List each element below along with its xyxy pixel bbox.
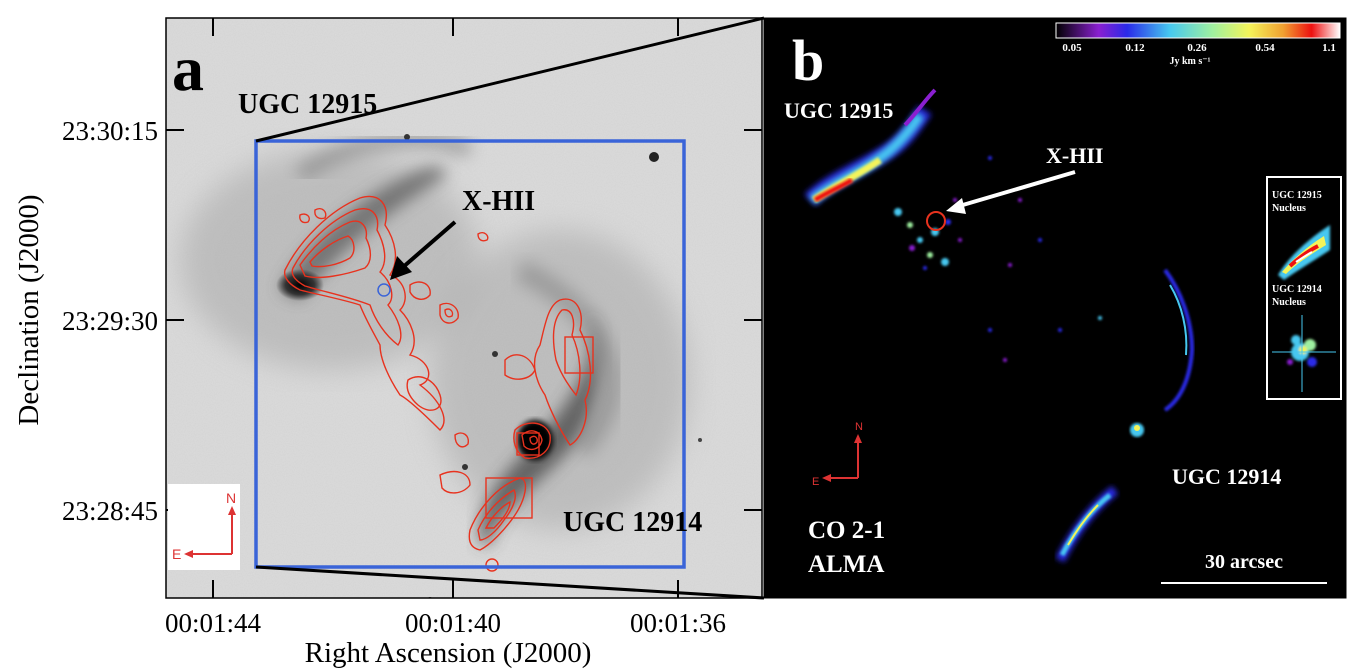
panel-b-xhii-arrow	[946, 170, 1076, 214]
inset-bottom-label-2: Nucleus	[1272, 297, 1306, 308]
panel-a-image	[166, 18, 762, 598]
panel-b-frame	[763, 17, 1347, 599]
panel-a-compass: N E	[168, 484, 240, 570]
panel-b-compass: N E	[812, 421, 863, 488]
zoom-lines	[255, 16, 765, 600]
y-tick-1: 23:30:15	[62, 116, 158, 146]
panel-b-xhii-label: X-HII	[1046, 143, 1103, 168]
colorbar-unit: Jy km s⁻¹	[1169, 56, 1210, 67]
x-tick-3: 00:01:36	[630, 608, 726, 638]
colorbar-tick-3: 0.26	[1187, 42, 1207, 54]
colorbar-tick-1: 0.05	[1062, 42, 1082, 54]
inset-bottom-label-1: UGC 12914	[1272, 284, 1322, 295]
x-tick-2: 00:01:40	[405, 608, 501, 638]
panel-b-ugc12915-label: UGC 12915	[784, 98, 893, 123]
colorbar: 0.05 0.12 0.26 0.54 1.1 Jy km s⁻¹	[1055, 22, 1341, 67]
panel-b-xhii-circle	[926, 211, 946, 231]
panel-a-xhii-arrow	[390, 220, 457, 280]
alma-footprint-box	[254, 139, 686, 569]
inset-top-label-2: Nucleus	[1272, 203, 1306, 214]
nucleus-inset: UGC 12915 Nucleus UGC 12914 Nucleus	[1266, 176, 1342, 400]
co-contours	[283, 195, 594, 572]
panel-a-frame	[165, 17, 763, 599]
panel-a-letter: a	[172, 33, 204, 104]
colorbar-tick-5: 1.1	[1322, 42, 1336, 54]
panel-a-east-label: E	[172, 546, 181, 562]
colorbar-tick-4: 0.54	[1255, 42, 1275, 54]
tracer-line-1: CO 2-1	[808, 517, 885, 544]
colorbar-tick-2: 0.12	[1125, 42, 1145, 54]
panel-b-image	[764, 18, 1346, 598]
y-tick-3: 23:28:45	[62, 496, 158, 526]
tracer-line-2: ALMA	[808, 551, 884, 578]
panel-b-east-label: E	[812, 476, 819, 488]
panel-a-north-label: N	[226, 490, 236, 506]
x-tick-1: 00:01:44	[165, 608, 262, 638]
y-axis-title: Declination (J2000)	[13, 194, 45, 425]
inset-top-label-1: UGC 12915	[1272, 190, 1322, 201]
panel-b-letter: b	[792, 28, 824, 93]
scalebar: 30 arcsec	[1161, 551, 1327, 584]
y-tick-2: 23:29:30	[62, 306, 158, 336]
x-axis-title: Right Ascension (J2000)	[305, 637, 592, 669]
panel-a-ticks	[166, 18, 762, 598]
panel-b-north-label: N	[855, 421, 863, 433]
x-hii-marker	[377, 283, 391, 297]
panel-b-ugc12914-label: UGC 12914	[1172, 464, 1281, 489]
panel-a-xhii-label: X-HII	[462, 186, 535, 217]
panel-a-ugc12914-label: UGC 12914	[563, 507, 702, 538]
scalebar-label: 30 arcsec	[1205, 551, 1283, 573]
panel-a-ugc12915-label: UGC 12915	[238, 89, 377, 120]
